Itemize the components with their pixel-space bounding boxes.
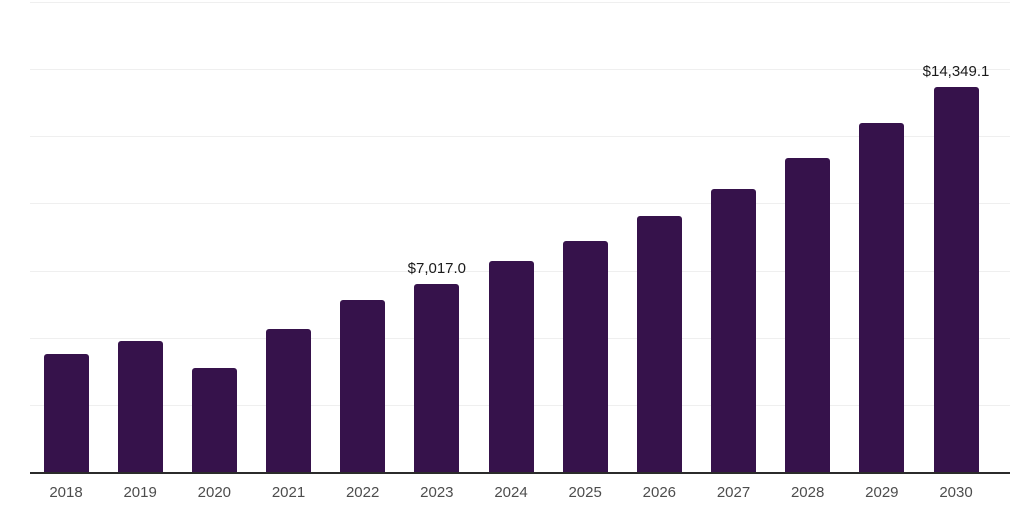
bar-2021[interactable] xyxy=(266,329,311,472)
x-tick-label-2019: 2019 xyxy=(123,484,157,501)
x-tick-label-2018: 2018 xyxy=(49,484,83,501)
x-tick-label-2026: 2026 xyxy=(642,484,677,501)
x-tick-label-2025: 2025 xyxy=(568,484,602,501)
x-tick-label-2020: 2020 xyxy=(197,484,232,501)
x-tick-label-2029: 2029 xyxy=(865,484,899,501)
x-tick-label-2028: 2028 xyxy=(790,484,825,501)
bar-2022[interactable] xyxy=(340,300,386,472)
bar-2028[interactable] xyxy=(785,158,831,472)
bar-2030[interactable] xyxy=(933,86,979,472)
x-tick-label-2024: 2024 xyxy=(494,484,528,501)
x-tick-label-2022: 2022 xyxy=(345,484,380,501)
bar-2025[interactable] xyxy=(562,241,608,472)
gridline xyxy=(30,136,1010,138)
x-axis-line xyxy=(30,472,1010,474)
plot-area: $7,017.0 $14,349.1 xyxy=(30,2,1010,474)
bar-2029[interactable] xyxy=(859,123,905,472)
bar-2023[interactable] xyxy=(414,283,460,472)
bar-2026[interactable] xyxy=(636,216,682,472)
bar-value-label-2030: $14,349.1 xyxy=(922,62,990,80)
x-tick-label-2030: 2030 xyxy=(939,484,973,501)
bar-value-label-2023: $7,017.0 xyxy=(407,259,467,277)
x-tick-label-2027: 2027 xyxy=(716,484,751,501)
bar-2018[interactable] xyxy=(43,354,89,472)
bar-2027[interactable] xyxy=(711,188,756,472)
gridline xyxy=(30,2,1010,3)
x-tick-label-2023: 2023 xyxy=(420,484,454,501)
gridline xyxy=(30,203,1010,205)
bar-2024[interactable] xyxy=(488,260,534,472)
bar-2020[interactable] xyxy=(191,368,237,472)
x-tick-label-2021: 2021 xyxy=(271,484,306,501)
gridline xyxy=(30,69,1010,71)
bar-2019[interactable] xyxy=(117,340,163,472)
